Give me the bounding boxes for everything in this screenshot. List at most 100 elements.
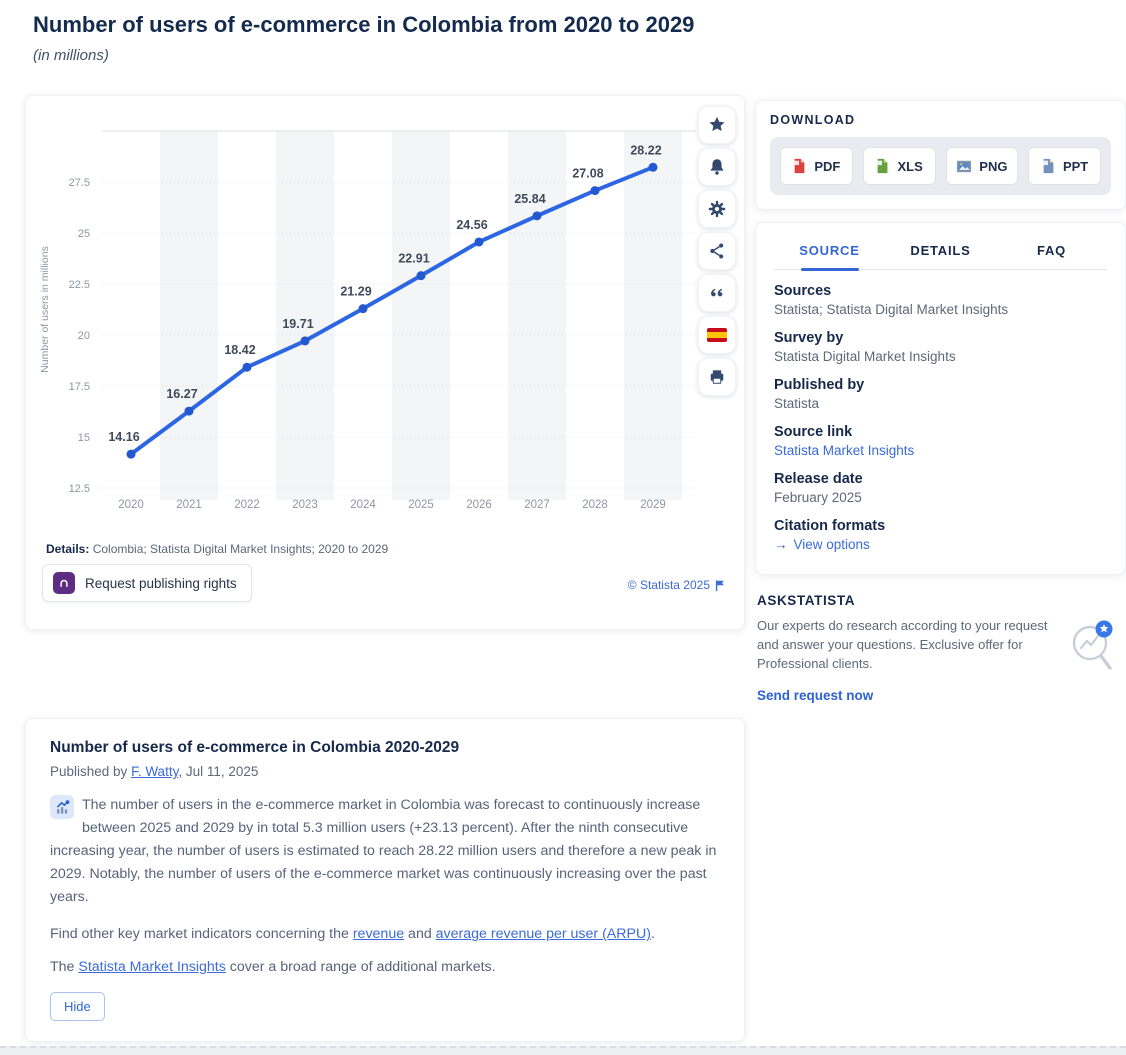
xls-file-icon	[878, 158, 888, 174]
insights-suffix: cover a broad range of additional market…	[225, 959, 496, 975]
research-magnifier-icon	[1072, 620, 1113, 670]
svg-text:22.5: 22.5	[69, 279, 90, 291]
published-line: Published by F. Watty, Jul 11, 2025	[50, 764, 720, 779]
source-row-release-date: Release date February 2025	[774, 471, 1107, 505]
page-fold-strip	[0, 1046, 1126, 1055]
svg-text:25: 25	[78, 228, 90, 240]
sources-value: Statista; Statista Digital Market Insigh…	[774, 302, 1009, 317]
copyright-text: © Statista 2025	[627, 578, 710, 592]
source-link-value[interactable]: Statista Market Insights	[774, 443, 915, 458]
ppt-file-icon	[1043, 158, 1054, 174]
xls-label: XLS	[897, 158, 923, 174]
svg-text:22.91: 22.91	[398, 252, 429, 266]
paragraph-text: The number of users in the e-commerce ma…	[50, 797, 717, 905]
askstatista-text: Our experts do research according to you…	[757, 618, 1048, 672]
publishing-rights-icon	[53, 572, 75, 594]
revenue-link[interactable]: revenue	[352, 926, 405, 942]
download-ppt-button[interactable]: PPT	[1028, 147, 1101, 185]
favorite-button[interactable]	[698, 106, 736, 144]
survey-by-label: Survey by	[774, 330, 844, 346]
png-label: PNG	[979, 158, 1008, 174]
arrow-right-icon: →	[774, 537, 788, 552]
description-title: Number of users of e-commerce in Colombi…	[50, 739, 460, 756]
published-prefix: Published by	[50, 764, 132, 779]
svg-text:2020: 2020	[118, 499, 144, 511]
source-row-citation-formats: Citation formats → View options	[774, 518, 1107, 552]
send-request-link[interactable]: Send request now	[757, 688, 874, 703]
star-icon	[709, 116, 725, 132]
spanish-flag-icon	[707, 328, 727, 342]
svg-text:14.16: 14.16	[108, 430, 139, 444]
published-by-label: Published by	[774, 377, 865, 393]
cite-button[interactable]	[698, 274, 736, 312]
market-insights-link[interactable]: Statista Market Insights	[78, 959, 226, 975]
svg-text:2025: 2025	[408, 499, 434, 511]
settings-button[interactable]	[698, 190, 736, 228]
source-link-label: Source link	[774, 424, 853, 440]
svg-text:2021: 2021	[176, 499, 202, 511]
gear-icon	[708, 200, 726, 218]
tab-faq[interactable]: FAQ	[1036, 243, 1067, 258]
pdf-label: PDF	[814, 158, 841, 174]
svg-text:21.29: 21.29	[340, 285, 371, 299]
svg-text:2022: 2022	[234, 499, 260, 511]
citation-formats-label: Citation formats	[774, 518, 886, 534]
download-png-button[interactable]: PNG	[945, 147, 1019, 185]
published-by-value: Statista	[774, 396, 820, 411]
svg-text:20: 20	[78, 330, 90, 342]
author-link[interactable]: F. Watty	[131, 764, 179, 779]
hide-button[interactable]: Hide	[50, 992, 105, 1021]
info-panel-card: SOURCE DETAILS FAQ Sources Statista; Sta…	[755, 222, 1126, 575]
ppt-label: PPT	[1062, 158, 1089, 174]
arpu-link[interactable]: average revenue per user (ARPU)	[435, 926, 651, 942]
description-card: Number of users of e-commerce in Colombi…	[25, 718, 745, 1042]
svg-text:2023: 2023	[292, 499, 318, 511]
svg-text:19.71: 19.71	[282, 317, 313, 331]
statista-copyright-link[interactable]: © Statista 2025	[628, 578, 726, 592]
flag-icon	[715, 579, 724, 591]
print-button[interactable]	[698, 358, 736, 396]
request-publishing-rights-button[interactable]: Request publishing rights	[42, 564, 252, 602]
view-options-link[interactable]: → View options	[774, 537, 1107, 552]
printer-icon	[710, 370, 724, 384]
svg-text:2024: 2024	[350, 499, 376, 511]
download-xls-button[interactable]: XLS	[862, 147, 936, 185]
right-column: DOWNLOAD PDF XLS	[755, 100, 1126, 703]
sources-label: Sources	[774, 283, 832, 299]
download-pdf-button[interactable]: PDF	[780, 147, 853, 185]
published-suffix: , Jul 11, 2025	[178, 764, 259, 779]
page-subtitle: (in millions)	[33, 47, 109, 64]
source-row-published-by: Published by Statista	[774, 377, 1107, 411]
language-button[interactable]	[698, 316, 736, 354]
svg-text:18.42: 18.42	[224, 343, 255, 357]
info-tabs: SOURCE DETAILS FAQ	[774, 237, 1107, 270]
pdf-file-icon	[794, 158, 805, 174]
png-image-icon	[957, 160, 972, 172]
svg-text:2028: 2028	[582, 499, 608, 511]
source-row-survey-by: Survey by Statista Digital Market Insigh…	[774, 330, 1107, 364]
find-suffix: .	[650, 926, 655, 942]
view-options-label: View options	[793, 537, 870, 552]
svg-text:2027: 2027	[524, 499, 550, 511]
svg-text:Number of users in millions: Number of users in millions	[39, 246, 51, 373]
source-row-source-link: Source link Statista Market Insights	[774, 424, 1107, 458]
release-date-label: Release date	[774, 471, 863, 487]
askstatista-section: ASKSTATISTA Our experts do research acco…	[755, 593, 1126, 703]
askstatista-heading: ASKSTATISTA	[757, 593, 856, 608]
download-card: DOWNLOAD PDF XLS	[755, 100, 1126, 210]
page-title: Number of users of e-commerce in Colombi…	[33, 12, 695, 37]
alert-button[interactable]	[698, 148, 736, 186]
insights-prefix: The	[50, 959, 79, 975]
find-prefix: Find other key market indicators concern…	[50, 926, 353, 942]
share-button[interactable]	[698, 232, 736, 270]
tab-source[interactable]: SOURCE	[774, 237, 885, 269]
chart-toolbar	[698, 106, 736, 396]
find-mid: and	[404, 926, 436, 942]
tab-details[interactable]: DETAILS	[910, 243, 971, 258]
share-icon	[710, 243, 724, 259]
survey-by-value: Statista Digital Market Insights	[774, 349, 956, 364]
chart-trend-icon	[50, 795, 74, 819]
details-label: Details:	[46, 542, 90, 556]
quote-icon	[711, 288, 723, 297]
svg-text:27.08: 27.08	[572, 167, 603, 181]
